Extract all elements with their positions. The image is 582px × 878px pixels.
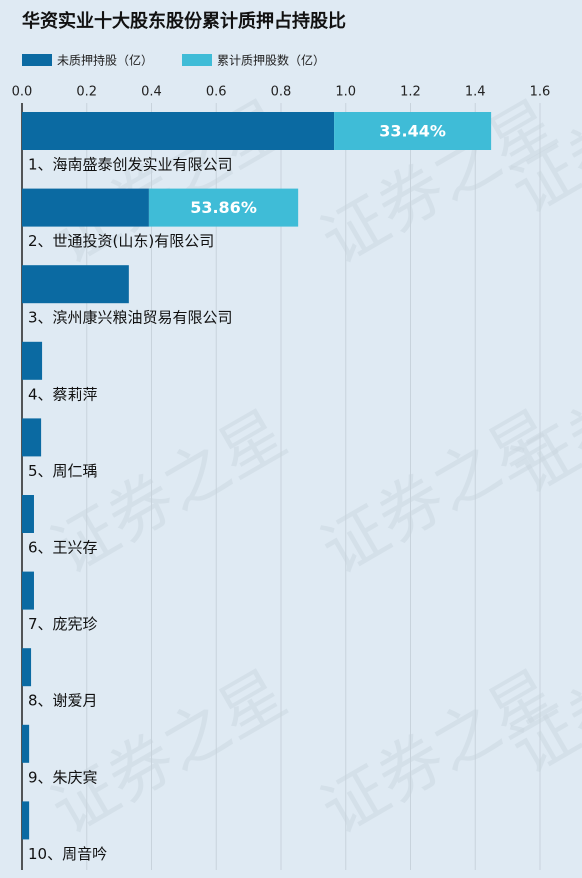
category-label: 7、庞宪珍 (28, 615, 98, 633)
x-tick-label: 1.4 (465, 85, 486, 100)
chart-title: 华资实业十大股东股份累计质押占持股比 (22, 10, 346, 32)
category-label: 2、世通投资(山东)有限公司 (28, 232, 214, 250)
category-label: 4、蔡莉萍 (28, 385, 98, 403)
category-label: 5、周仁瑀 (28, 462, 98, 480)
bar (22, 341, 43, 380)
x-tick-label: 0.8 (271, 85, 292, 100)
value-label: 53.86% (190, 198, 257, 217)
category-label: 1、海南盛泰创发实业有限公司 (28, 156, 233, 174)
x-tick-label: 1.6 (530, 85, 551, 100)
category-label: 10、周音吟 (28, 845, 107, 863)
legend-label: 未质押持股（亿） (57, 53, 153, 68)
bar (22, 112, 335, 150)
bar (334, 112, 492, 150)
bar (22, 571, 34, 610)
bar (148, 188, 299, 227)
value-label: 33.44% (379, 122, 446, 141)
legend-swatch (182, 54, 212, 66)
x-tick-label: 1.0 (335, 85, 356, 100)
x-tick-label: 0.4 (141, 85, 162, 100)
legend-label: 累计质押股数（亿） (217, 53, 325, 68)
bar (22, 188, 149, 227)
category-label: 8、谢爱月 (28, 692, 98, 710)
x-tick-label: 0.2 (76, 85, 97, 100)
x-tick-label: 1.2 (400, 85, 421, 100)
category-label: 6、王兴存 (28, 539, 98, 557)
legend-swatch (22, 54, 52, 66)
bar (22, 648, 32, 687)
bar (22, 801, 30, 840)
bar (22, 418, 42, 457)
bar (22, 495, 34, 533)
bar (22, 265, 129, 304)
bar (22, 724, 30, 763)
x-tick-label: 0.0 (12, 85, 33, 100)
x-tick-label: 0.6 (206, 85, 227, 100)
category-label: 3、滨州康兴粮油贸易有限公司 (28, 309, 233, 327)
category-label: 9、朱庆宾 (28, 768, 98, 786)
